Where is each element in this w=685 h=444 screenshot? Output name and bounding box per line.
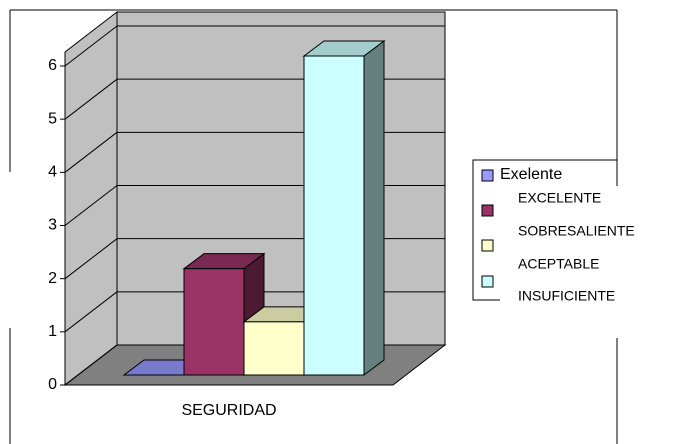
back-wall: [116, 11, 446, 346]
legend-swatch: [481, 275, 494, 288]
legend-label: INSUFICIENTE: [518, 288, 615, 304]
grid-line: [64, 25, 118, 67]
grid-line: [64, 344, 118, 386]
bar-side: [363, 40, 385, 376]
grid-line: [64, 78, 118, 120]
legend-swatch: [481, 239, 494, 252]
grid-line: [64, 185, 118, 226]
x-tick-label: SEGURIDAD: [181, 402, 276, 419]
y-tick-label: 6: [48, 57, 57, 74]
legend-swatch: [481, 204, 494, 217]
y-tick-label: 4: [48, 164, 57, 181]
bar: [243, 321, 305, 376]
y-tick-label: 2: [48, 270, 57, 287]
y-tick-label: 5: [48, 110, 57, 127]
legend-note: Exelente: [500, 166, 562, 183]
y-tick-label: 1: [48, 323, 57, 340]
legend-label: EXCELENTE: [518, 190, 601, 206]
legend-overlay: [500, 186, 680, 310]
y-tick-label: 0: [48, 376, 57, 393]
bar: [303, 55, 365, 376]
grid-line: [64, 291, 118, 333]
bar: [183, 268, 245, 376]
legend-label: ACEPTABLE: [518, 256, 599, 272]
legend-swatch: [481, 169, 494, 182]
legend-label: SOBRESALIENTE: [518, 223, 635, 239]
side-wall: [64, 10, 118, 387]
y-tick-label: 3: [48, 217, 57, 234]
grid-line: [64, 238, 118, 280]
grid-line: [64, 131, 118, 173]
